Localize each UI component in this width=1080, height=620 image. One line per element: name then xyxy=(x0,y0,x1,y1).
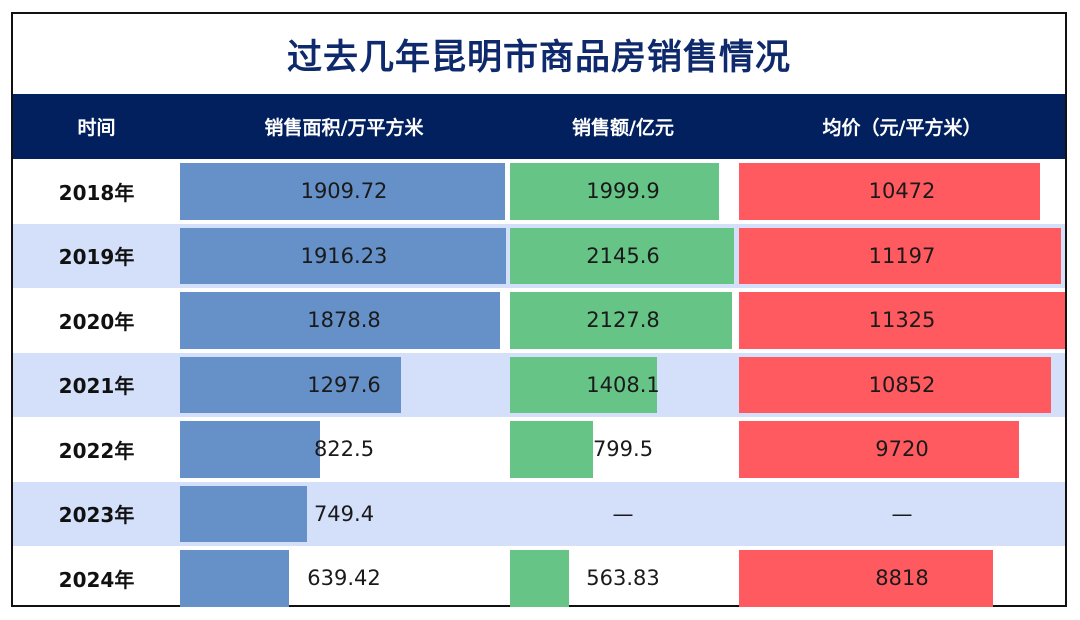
table-row: 2020年 1878.8 2127.8 11325 xyxy=(13,288,1065,353)
area-bar xyxy=(180,356,401,413)
header-time: 时间 xyxy=(77,117,116,139)
sales-cell: — xyxy=(510,482,736,547)
header-area: 销售面积/万平方米 xyxy=(264,117,424,139)
sales-cell: 1999.9 xyxy=(510,159,736,224)
area-value: 822.5 xyxy=(313,437,375,462)
table-row: 2022年 822.5 799.5 9720 xyxy=(13,417,1065,482)
header-sales: 销售额/亿元 xyxy=(572,117,674,139)
table-row: 2021年 1297.6 1408.1 10852 xyxy=(13,352,1065,418)
price-value: 9720 xyxy=(875,437,929,462)
price-cell: 10852 xyxy=(739,353,1065,418)
price-bar xyxy=(739,421,1019,478)
area-value: 1916.23 xyxy=(300,243,388,268)
price-cell: 10472 xyxy=(739,159,1065,224)
year-cell: 2021年 xyxy=(58,374,135,399)
area-cell: 1909.72 xyxy=(180,159,508,224)
table-header: 时间 销售面积/万平方米 销售额/亿元 均价（元/平方米） xyxy=(13,94,1065,159)
sales-bar xyxy=(510,550,569,607)
table-row: 2018年 1909.72 1999.9 10472 xyxy=(13,159,1065,224)
sales-bar xyxy=(510,421,594,478)
sales-cell: 2145.6 xyxy=(510,224,736,289)
price-value: 10852 xyxy=(868,372,936,397)
price-bar xyxy=(739,163,1041,220)
page-title: 过去几年昆明市商品房销售情况 xyxy=(286,37,791,78)
sales-cell: 563.83 xyxy=(510,546,736,611)
area-bar xyxy=(180,421,320,478)
sales-value: — xyxy=(612,501,634,526)
area-bar xyxy=(180,227,506,284)
area-bar xyxy=(180,292,500,349)
price-value: 11197 xyxy=(868,243,936,268)
sales-bar xyxy=(510,292,733,349)
sales-value: 563.83 xyxy=(586,566,660,591)
area-value: 1878.8 xyxy=(307,308,381,333)
area-cell: 1297.6 xyxy=(180,353,508,418)
price-cell: — xyxy=(739,482,1065,547)
year-cell: 2020年 xyxy=(58,309,135,334)
header-price: 均价（元/平方米） xyxy=(822,117,982,139)
area-value: 639.42 xyxy=(307,566,381,591)
price-cell: 9720 xyxy=(739,417,1065,482)
price-bar xyxy=(739,550,993,607)
sales-cell: 799.5 xyxy=(510,417,736,482)
price-value: 10472 xyxy=(868,179,936,204)
price-value: 8818 xyxy=(875,566,929,591)
sales-value: 1999.9 xyxy=(586,179,660,204)
area-cell: 639.42 xyxy=(180,546,508,611)
area-bar xyxy=(180,485,308,542)
table-row: 2023年 749.4 — — xyxy=(13,481,1065,547)
price-value: 11325 xyxy=(868,308,936,333)
area-bar xyxy=(180,550,289,607)
year-cell: 2024年 xyxy=(58,567,135,592)
area-bar xyxy=(180,163,505,220)
area-cell: 822.5 xyxy=(180,417,508,482)
table-row: 2019年 1916.23 2145.6 11197 xyxy=(13,223,1065,289)
sales-cell: 2127.8 xyxy=(510,288,736,353)
year-cell: 2018年 xyxy=(58,180,135,205)
area-value: 749.4 xyxy=(313,501,375,526)
table-row: 2024年 639.42 563.83 8818 xyxy=(13,546,1065,611)
sales-value: 2127.8 xyxy=(586,308,660,333)
price-bar xyxy=(739,292,1065,349)
area-cell: 1916.23 xyxy=(180,224,508,289)
sales-value: 1408.1 xyxy=(586,372,660,397)
price-cell: 11197 xyxy=(739,224,1065,289)
price-value: — xyxy=(891,501,913,526)
area-value: 1297.6 xyxy=(307,372,381,397)
price-bar xyxy=(739,356,1052,413)
area-value: 1909.72 xyxy=(300,179,388,204)
year-cell: 2022年 xyxy=(58,438,135,463)
sales-bar xyxy=(510,227,734,284)
year-cell: 2019年 xyxy=(58,245,135,270)
sales-cell: 1408.1 xyxy=(510,353,736,418)
sales-value: 799.5 xyxy=(592,437,654,462)
year-cell: 2023年 xyxy=(58,503,135,528)
sales-value: 2145.6 xyxy=(586,243,660,268)
sales-bar xyxy=(510,356,657,413)
table-frame: 过去几年昆明市商品房销售情况 时间 销售面积/万平方米 销售额/亿元 均价（元/… xyxy=(11,12,1067,607)
price-cell: 11325 xyxy=(739,288,1065,353)
sales-bar xyxy=(510,163,719,220)
area-cell: 749.4 xyxy=(180,482,508,547)
price-cell: 8818 xyxy=(739,546,1065,611)
price-bar xyxy=(739,227,1062,284)
area-cell: 1878.8 xyxy=(180,288,508,353)
